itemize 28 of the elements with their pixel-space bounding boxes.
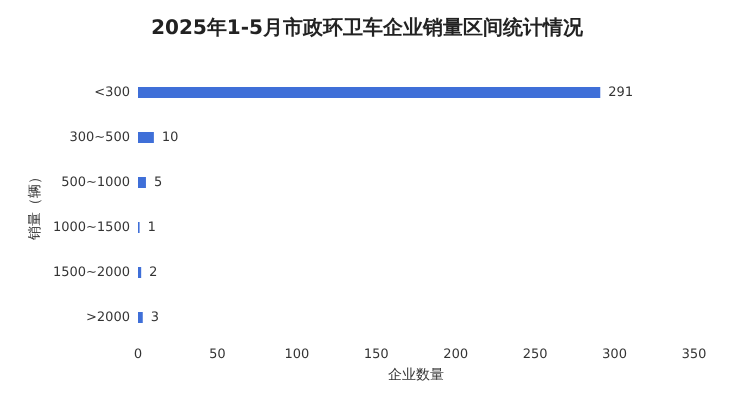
bar: [138, 312, 143, 323]
y-tick-label: 500~1000: [61, 175, 130, 190]
y-tick-label: >2000: [86, 310, 130, 325]
bar: [138, 267, 142, 278]
data-label: 5: [154, 175, 162, 190]
y-tick-label: 1000~1500: [52, 220, 130, 235]
x-tick-label: 100: [284, 347, 310, 362]
x-tick-label: 350: [682, 347, 706, 362]
x-tick-label: 200: [443, 347, 468, 362]
x-tick-label: 250: [522, 347, 548, 362]
bar: [138, 177, 146, 188]
bar: [138, 132, 154, 143]
y-axis-title: 销量（辆）: [27, 170, 44, 241]
y-tick-label: 1500~2000: [52, 265, 130, 280]
x-axis-title: 企业数量: [388, 367, 444, 383]
data-label: 2: [149, 265, 158, 280]
data-label: 1: [148, 220, 156, 235]
data-label: 3: [150, 310, 160, 325]
x-tick-label: 0: [134, 347, 142, 362]
data-label: 291: [608, 85, 634, 100]
y-tick-label: 300~500: [69, 130, 130, 145]
bar: [138, 87, 600, 98]
y-tick-label: <300: [94, 85, 130, 100]
chart-title: 2025年1-5月市政环卫车企业销量区间统计情况: [151, 15, 584, 39]
data-label: 10: [162, 130, 178, 145]
x-tick-label: 50: [209, 347, 226, 362]
x-tick-label: 150: [364, 347, 389, 362]
x-tick-label: 300: [602, 347, 627, 362]
